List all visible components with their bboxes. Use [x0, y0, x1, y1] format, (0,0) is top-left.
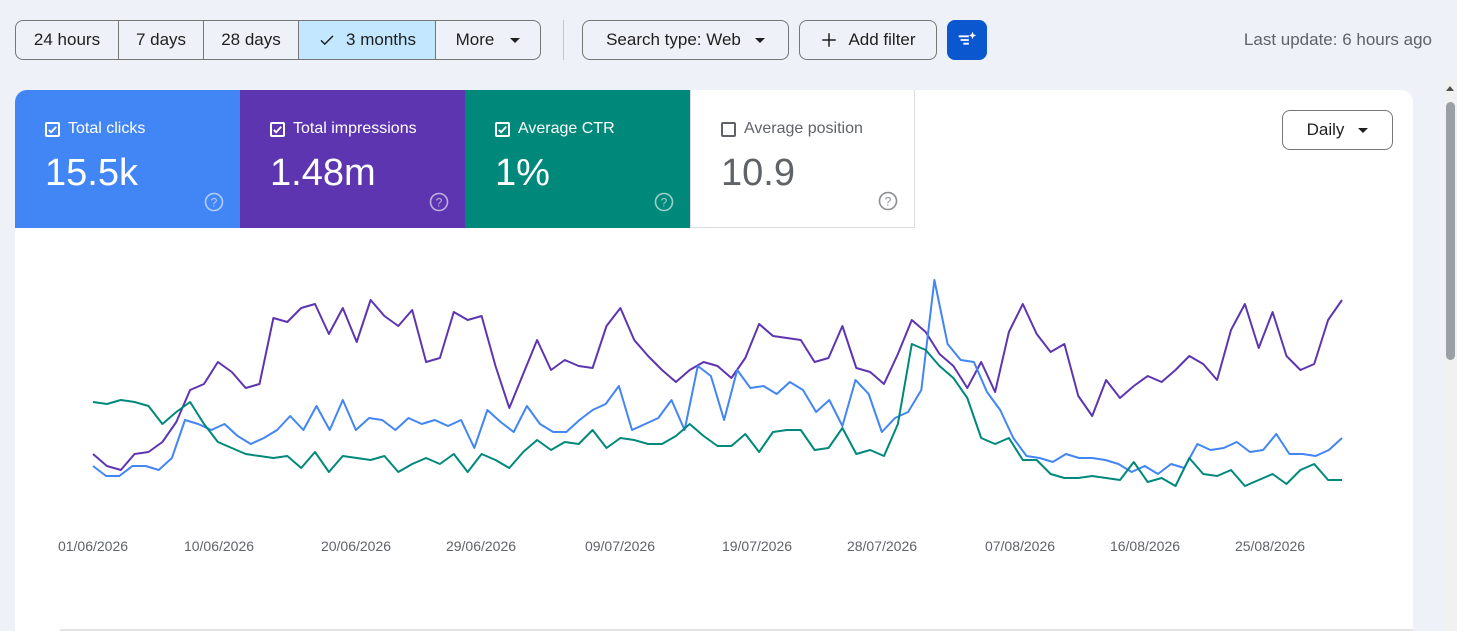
add-filter-label: Add filter: [848, 30, 916, 49]
range-more-label: More: [455, 30, 495, 49]
metric-header: Total clicks: [45, 120, 145, 138]
series-line-total-impressions: [92, 299, 1343, 471]
chevron-down-icon: [754, 37, 765, 43]
metric-average-position[interactable]: Average position 10.9 ?: [690, 90, 915, 228]
x-tick-label: 09/07/2026: [585, 538, 655, 554]
ai-filter-button[interactable]: [947, 20, 987, 60]
svg-text:?: ?: [885, 195, 892, 209]
range-24-hours[interactable]: 24 hours: [16, 21, 119, 59]
svg-text:?: ?: [661, 196, 668, 210]
search-type-dropdown[interactable]: Search type: Web: [582, 20, 789, 60]
metric-value: 15.5k: [45, 152, 138, 194]
check-icon: [320, 35, 334, 46]
x-tick-label: 28/07/2026: [847, 538, 917, 554]
x-tick-label: 25/08/2026: [1235, 538, 1305, 554]
metric-value: 1%: [495, 152, 550, 194]
last-update-text: Last update: 6 hours ago: [1243, 30, 1432, 49]
toolbar-divider: [563, 20, 564, 60]
metric-total-impressions[interactable]: Total impressions 1.48m ?: [240, 90, 465, 228]
range-3-months-label: 3 months: [346, 30, 416, 49]
metric-label: Average CTR: [518, 120, 615, 137]
range-3-months[interactable]: 3 months: [299, 21, 436, 59]
help-icon[interactable]: ?: [204, 192, 224, 212]
metric-header: Average position: [721, 120, 863, 138]
metric-header: Total impressions: [270, 120, 417, 138]
performance-card: Total clicks 15.5k ? Total impressions 1…: [15, 90, 1413, 631]
x-tick-label: 10/06/2026: [184, 538, 254, 554]
scroll-up-icon[interactable]: [1446, 86, 1454, 91]
series-line-total-clicks: [92, 279, 1343, 477]
x-tick-label: 29/06/2026: [446, 538, 516, 554]
x-tick-label: 07/08/2026: [985, 538, 1055, 554]
granularity-dropdown[interactable]: Daily: [1282, 110, 1393, 150]
metric-value: 10.9: [721, 152, 795, 194]
metric-value: 1.48m: [270, 152, 376, 194]
toolbar: 24 hours 7 days 28 days 3 months More Se…: [15, 20, 1445, 60]
checkbox-unchecked-icon[interactable]: [721, 121, 736, 137]
performance-chart: 01/06/2026 10/06/2026 20/06/2026 29/06/2026…: [58, 279, 1413, 631]
metric-average-ctr[interactable]: Average CTR 1% ?: [465, 90, 690, 228]
x-tick-label: 19/07/2026: [722, 538, 792, 554]
add-filter-button[interactable]: Add filter: [799, 20, 937, 60]
help-icon[interactable]: ?: [654, 192, 674, 212]
range-7-days[interactable]: 7 days: [119, 21, 204, 59]
sparkle-filter-icon: [958, 31, 977, 45]
metric-label: Total clicks: [68, 120, 146, 137]
series-line-average-ctr: [92, 343, 1342, 487]
checkbox-checked-icon[interactable]: [495, 121, 510, 137]
metric-header: Average CTR: [495, 120, 615, 138]
x-tick-label: 16/08/2026: [1110, 538, 1180, 554]
plus-icon: [822, 33, 837, 47]
search-type-label: Search type: Web: [606, 30, 741, 49]
chevron-down-icon: [510, 37, 521, 43]
metric-label: Total impressions: [293, 120, 417, 137]
help-icon[interactable]: ?: [878, 191, 898, 211]
date-range-selector: 24 hours 7 days 28 days 3 months More: [15, 20, 541, 60]
help-icon[interactable]: ?: [429, 192, 449, 212]
range-more-dropdown[interactable]: More: [436, 21, 540, 59]
x-tick-label: 20/06/2026: [321, 538, 391, 554]
svg-text:?: ?: [436, 196, 443, 210]
checkbox-checked-icon[interactable]: [45, 121, 60, 137]
chevron-down-icon: [1358, 127, 1369, 133]
checkbox-checked-icon[interactable]: [270, 121, 285, 137]
svg-text:?: ?: [211, 196, 218, 210]
metric-total-clicks[interactable]: Total clicks 15.5k ?: [15, 90, 240, 228]
x-tick-label: 01/06/2026: [58, 538, 128, 554]
scrollbar[interactable]: [1443, 80, 1457, 631]
range-28-days[interactable]: 28 days: [204, 21, 299, 59]
granularity-label: Daily: [1306, 120, 1345, 139]
scrollbar-thumb[interactable]: [1446, 102, 1455, 360]
metric-label: Average position: [744, 120, 863, 137]
